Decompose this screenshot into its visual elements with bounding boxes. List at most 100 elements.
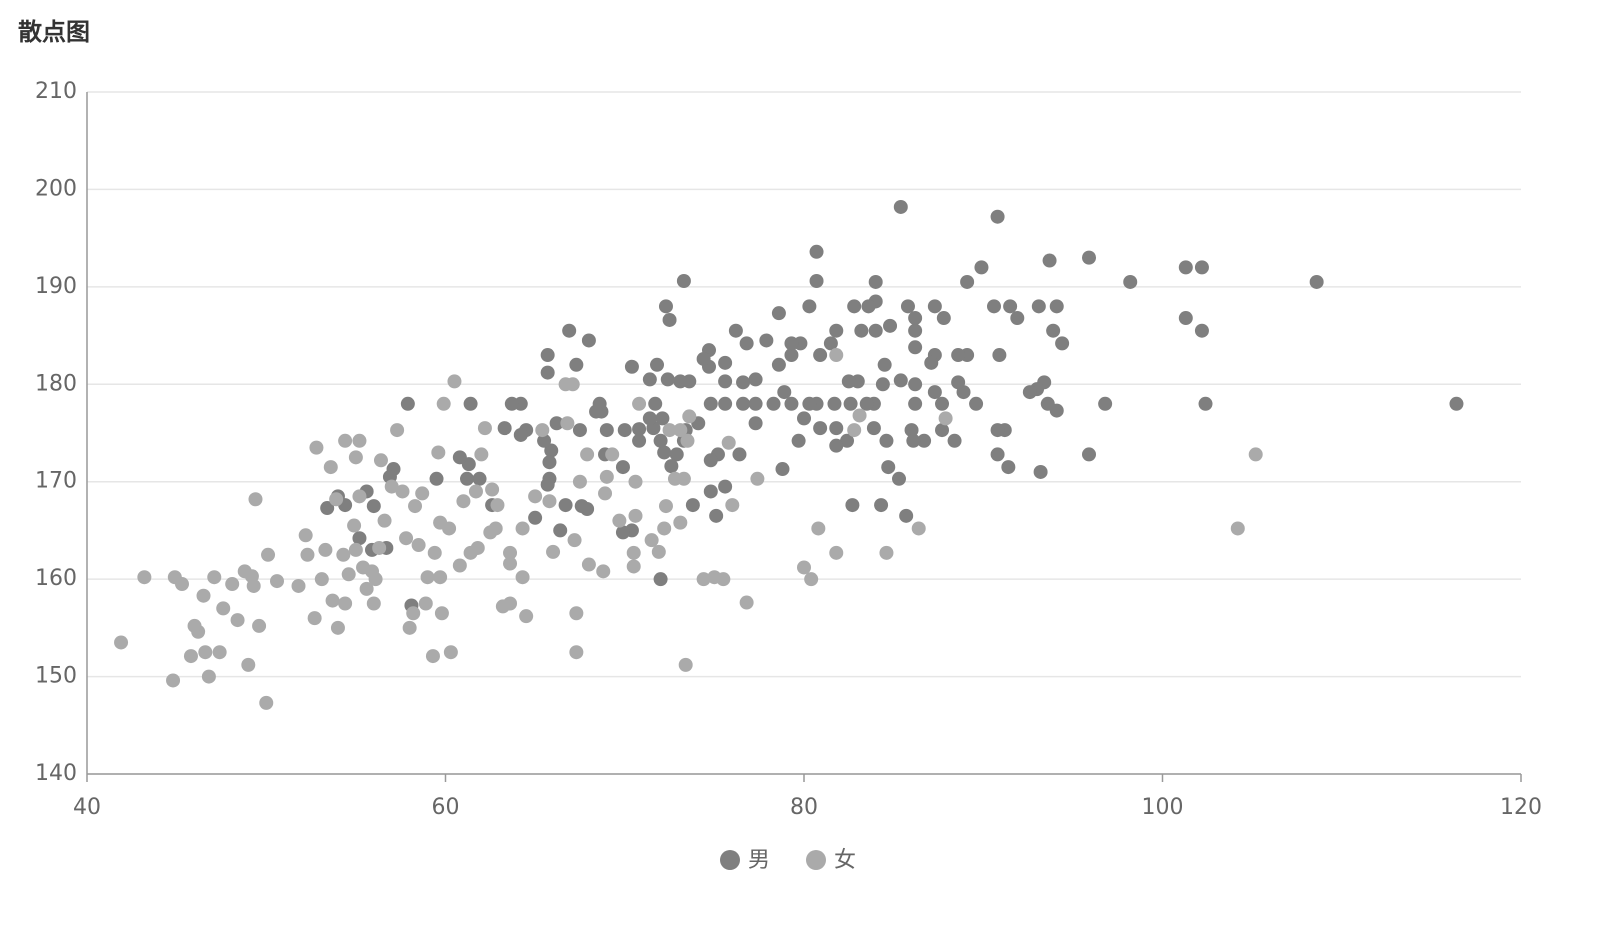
scatter-point <box>676 274 691 289</box>
scatter-point <box>166 673 181 688</box>
scatter-point <box>866 421 881 436</box>
scatter-point <box>485 482 500 497</box>
scatter-point <box>431 445 446 460</box>
scatter-point <box>829 438 844 453</box>
scatter-point <box>477 421 492 436</box>
scatter-point <box>320 501 335 516</box>
scatter-point <box>809 274 824 289</box>
scatter-point <box>1022 385 1037 400</box>
scatter-point <box>433 515 448 530</box>
scatter-point <box>503 545 518 560</box>
scatter-point <box>664 459 679 474</box>
y-tick-label: 180 <box>35 371 77 396</box>
scatter-point <box>642 411 657 426</box>
scatter-point <box>540 477 555 492</box>
scatter-point <box>662 312 677 327</box>
scatter-point <box>1082 447 1097 462</box>
scatter-point <box>673 423 688 438</box>
scatter-point <box>415 486 430 501</box>
scatter-point <box>829 421 844 436</box>
scatter-point <box>908 340 923 355</box>
scatter-point <box>974 260 989 275</box>
scatter-point <box>225 577 240 592</box>
scatter-point <box>893 199 908 214</box>
scatter-point <box>658 499 673 514</box>
scatter-point <box>513 427 528 442</box>
scatter-point <box>207 570 222 585</box>
legend-label[interactable]: 女 <box>834 848 856 873</box>
scatter-point <box>696 351 711 366</box>
scatter-point <box>823 336 838 351</box>
scatter-point <box>1031 299 1046 314</box>
scatter-point <box>748 396 763 411</box>
scatter-point <box>874 498 889 513</box>
scatter-point <box>137 570 152 585</box>
scatter-point <box>356 560 371 575</box>
scatter-point <box>859 396 874 411</box>
chart-title: 散点图 <box>18 18 90 46</box>
scatter-point <box>658 299 673 314</box>
scatter-point <box>911 521 926 536</box>
scatter-point <box>434 606 449 621</box>
scatter-point <box>589 404 604 419</box>
scatter-point <box>447 374 462 389</box>
scatter-point <box>650 357 665 372</box>
scatter-point <box>400 396 415 411</box>
scatter-point <box>241 657 256 672</box>
legend-label[interactable]: 男 <box>748 848 770 873</box>
scatter-point <box>456 494 471 509</box>
scatter-point <box>739 595 754 610</box>
scatter-point <box>935 396 950 411</box>
scatter-point <box>900 299 915 314</box>
scatter-point <box>572 423 587 438</box>
scatter-point <box>546 544 561 559</box>
scatter-point <box>725 498 740 513</box>
scatter-point <box>990 423 1005 438</box>
scatter-point <box>728 323 743 338</box>
scatter-point <box>1082 250 1097 265</box>
scatter-point <box>987 299 1002 314</box>
scatter-point <box>908 311 923 326</box>
legend-marker[interactable] <box>806 850 826 870</box>
scatter-point <box>495 599 510 614</box>
scatter-point <box>750 471 765 486</box>
y-tick-label: 160 <box>35 566 77 591</box>
scatter-point <box>402 620 417 635</box>
scatter-point <box>244 569 259 584</box>
scatter-point <box>569 357 584 372</box>
scatter-point <box>259 695 274 710</box>
scatter-point <box>581 557 596 572</box>
scatter-point <box>1309 274 1324 289</box>
scatter-point <box>951 375 966 390</box>
scatter-point <box>660 372 675 387</box>
scatter-point <box>969 396 984 411</box>
scatter-point <box>653 572 668 587</box>
scatter-point <box>718 479 733 494</box>
scatter-point <box>558 377 573 392</box>
legend-marker[interactable] <box>720 850 740 870</box>
scatter-point <box>771 357 786 372</box>
scatter-point <box>540 365 555 380</box>
scatter-point <box>809 244 824 259</box>
x-tick-label: 100 <box>1142 795 1184 820</box>
scatter-point <box>881 460 896 475</box>
scatter-point <box>433 570 448 585</box>
scatter-point <box>553 523 568 538</box>
scatter-point <box>906 433 921 448</box>
scatter-point <box>352 489 367 504</box>
scatter-point <box>429 471 444 486</box>
x-tick-label: 60 <box>432 795 460 820</box>
scatter-point <box>1123 274 1138 289</box>
scatter-point <box>567 533 582 548</box>
scatter-point <box>114 635 129 650</box>
scatter-point <box>861 299 876 314</box>
scatter-point <box>875 377 890 392</box>
scatter-point <box>599 423 614 438</box>
scatter-point <box>411 538 426 553</box>
scatter-point <box>707 570 722 585</box>
scatter-point <box>395 484 410 499</box>
scatter-point <box>877 357 892 372</box>
scatter-point <box>732 447 747 462</box>
scatter-point <box>1194 323 1209 338</box>
scatter-point <box>951 348 966 363</box>
